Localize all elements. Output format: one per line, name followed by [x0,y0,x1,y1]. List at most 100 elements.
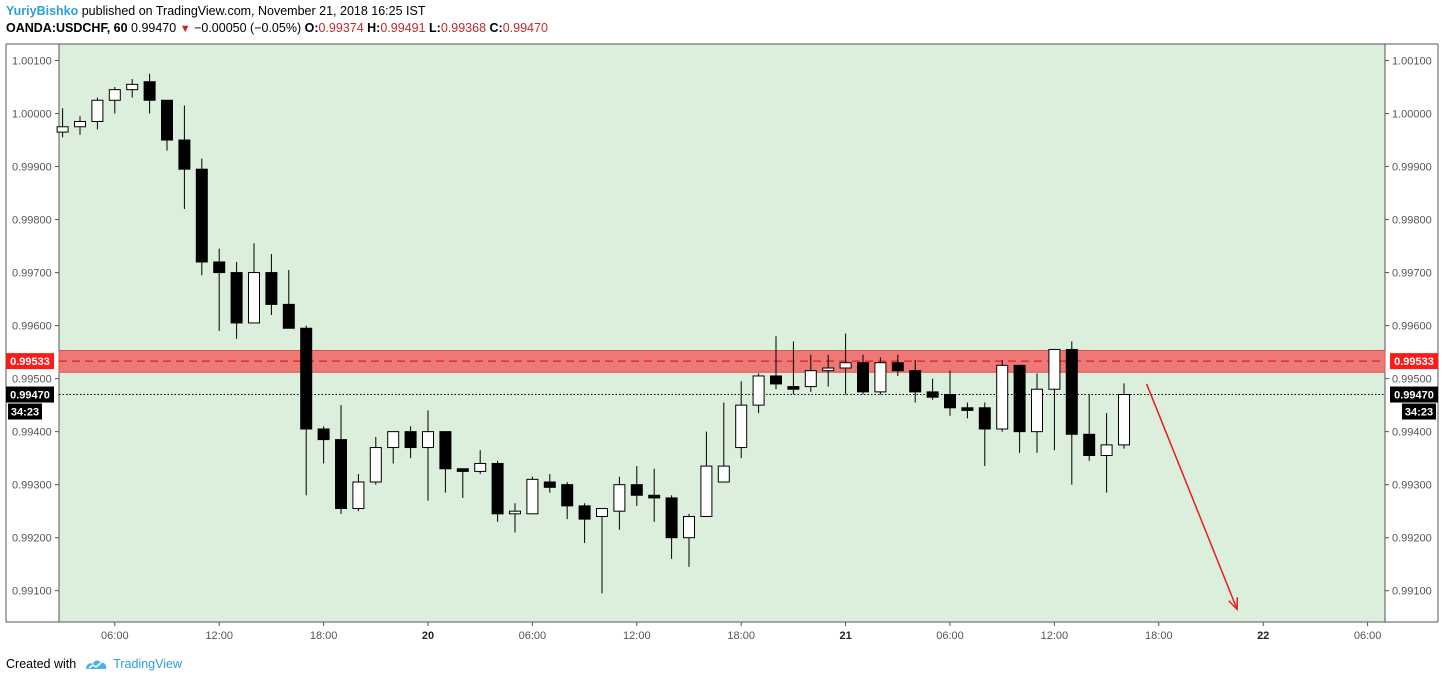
close-value: 0.99470 [502,21,548,35]
candle-body-down [543,481,556,488]
candle [282,269,295,329]
candle-body-down [961,407,974,411]
created-with-text: Created with [6,657,77,671]
resistance-price-tag-left-bg [6,353,54,370]
candle [891,354,904,376]
candle-body-down [561,484,574,507]
candle-body-up [996,364,1009,430]
candle [1048,348,1061,451]
candle-body-up [1118,394,1130,446]
candle-body-down [770,375,782,385]
y-tick-label-right: 0.99200 [1392,533,1432,545]
candle [543,474,556,493]
candle [352,474,365,512]
candle [74,116,86,135]
candle [874,357,887,395]
candle-body-down [909,370,922,393]
candle-body-up [422,431,434,449]
x-tick-label: 20 [422,630,434,642]
tradingview-brand-label: TradingView [113,657,182,671]
x-tick-label: 12:00 [623,630,651,642]
candle-body-down [1065,348,1078,435]
candle [335,405,347,514]
candle-body-up [1100,444,1113,456]
candle [439,431,452,493]
y-tick-label-right: 0.99100 [1392,586,1432,598]
current-price-tag-right: 0.99470 [1394,390,1434,402]
candle-body-up [74,120,86,128]
candle-body-up [509,510,521,515]
candle-body-down [891,362,904,372]
candle [770,336,782,390]
candle [91,97,104,130]
candle [665,495,678,559]
projection-arrowhead [1228,597,1239,612]
candle [822,354,835,387]
candle [857,354,869,395]
countdown-tag-right: 34:23 [1405,407,1433,419]
candle-body-down [213,261,226,274]
candle-body-up [613,484,626,512]
candle-body-down [439,431,452,470]
candle [178,105,191,209]
candle-body-down [265,272,278,305]
candle-body-up [839,362,852,369]
candle-body-down [143,81,156,101]
candle [300,325,313,496]
candle-body-down [1083,433,1096,456]
x-tick-label: 12:00 [1041,630,1069,642]
x-tick-label: 06:00 [519,630,547,642]
plot-area [58,43,1386,623]
candle [1031,373,1043,453]
candle-body-up [369,447,382,483]
candle-body-up [700,465,713,517]
high-value: 0.99491 [380,21,426,35]
candle-body-down [456,468,469,472]
candle-body-up [735,404,748,449]
x-tick-label: 06:00 [936,630,964,642]
resistance-price-tag-right-bg [1390,353,1438,370]
candle-body-down [1013,364,1026,433]
resistance-price-tag-left: 0.99533 [10,356,50,368]
published-text: published on TradingView.com, November 2… [81,4,426,18]
candle [648,468,661,522]
candle [369,436,382,485]
y-tick-label-right: 0.99400 [1392,427,1432,439]
candle [961,402,974,419]
candle [387,431,400,464]
y-tick-label-right: 0.99600 [1392,321,1432,333]
open-label: O: [304,21,319,35]
candle [1118,383,1130,449]
y-tick-label-left: 1.00000 [12,109,52,121]
y-tick-label-left: 0.99800 [12,215,52,227]
y-tick-label-left: 0.99300 [12,480,52,492]
candle-body-up [526,478,539,515]
publish-info: YuriyBishko published on TradingView.com… [6,3,548,20]
candle-body-down [335,439,347,510]
x-tick-label: 12:00 [205,630,233,642]
candle [561,482,574,520]
countdown-tag-left-bg [8,403,42,420]
candle-body-down [404,431,417,449]
candle [839,333,852,395]
candle [630,466,643,506]
author-link[interactable]: YuriyBishko [6,4,79,18]
price-change: −0.00050 (−0.05%) [194,21,302,35]
candle [422,410,434,501]
candle-body-up [804,370,817,388]
y-tick-label-left: 0.99900 [12,162,52,174]
candle [909,360,922,403]
down-triangle-icon: ▼ [179,23,191,35]
candle-body-up [126,83,139,91]
tradingview-brand[interactable]: TradingView [84,657,182,671]
ohlc-info: OANDA:USDCHF, 60 0.99470 ▼ −0.00050 (−0.… [6,20,548,38]
symbol-label: OANDA:USDCHF, 60 [6,21,128,35]
candle-body-down [282,303,295,329]
candle [1013,364,1026,453]
candle [213,248,226,331]
candle-body-down [648,494,661,499]
candle [404,426,417,459]
candle [804,354,817,392]
projection-arrow-line [1145,383,1238,610]
